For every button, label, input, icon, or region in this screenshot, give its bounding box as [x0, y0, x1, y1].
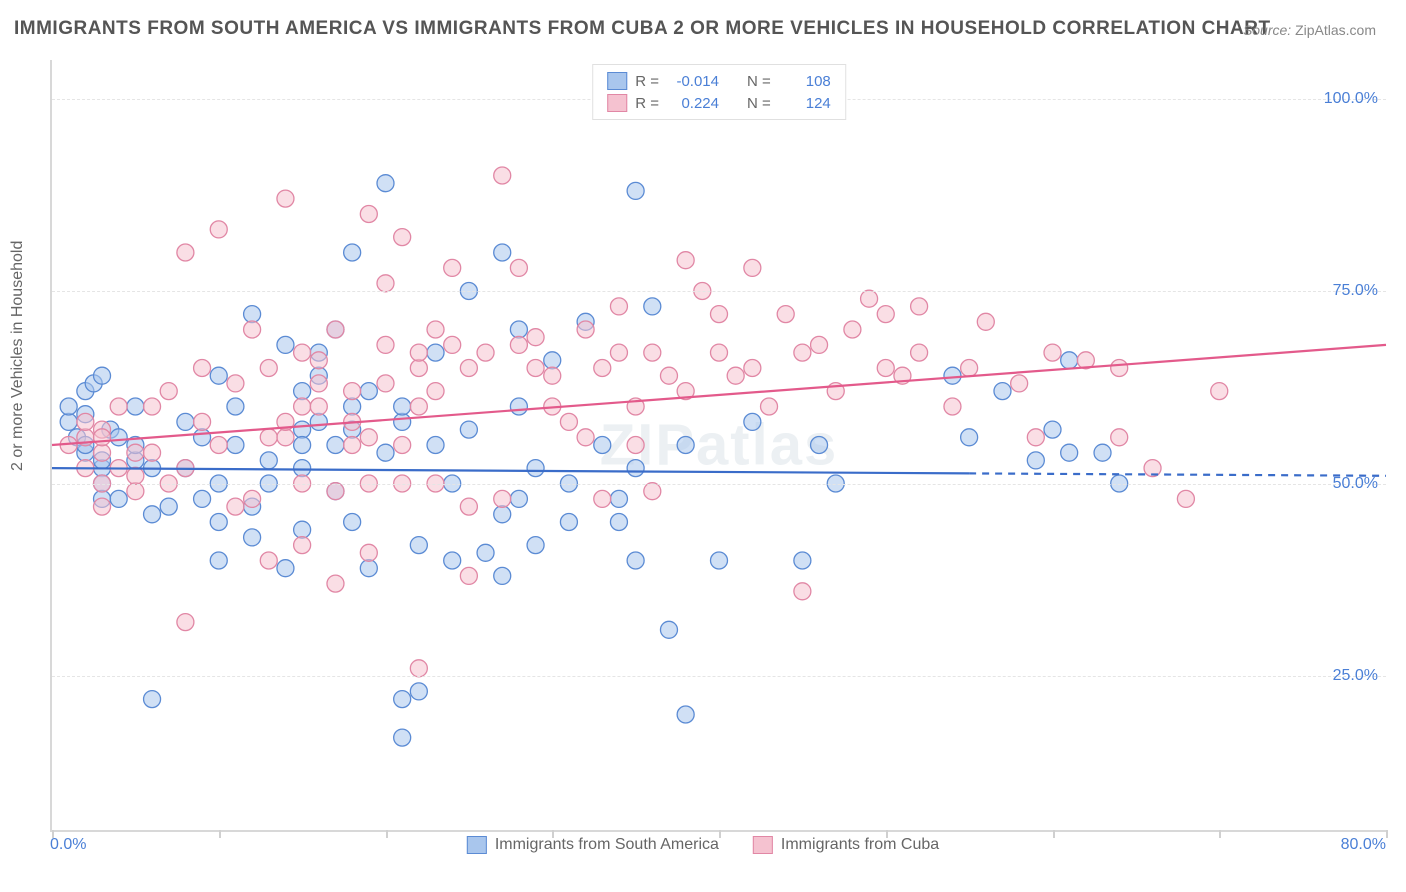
y-tick-label: 50.0% [1333, 475, 1378, 493]
legend-swatch [607, 72, 627, 90]
x-axis-max-label: 80.0% [1341, 836, 1386, 854]
chart-container: 2 or more Vehicles in Household ZIPatlas… [0, 50, 1406, 892]
trend-lines-layer [52, 60, 1386, 830]
trend-line [52, 468, 969, 473]
grid-line [52, 291, 1386, 292]
series-legend: Immigrants from South America Immigrants … [467, 836, 939, 854]
r-value: 0.224 [667, 95, 719, 112]
n-label: N = [747, 73, 771, 90]
correlation-legend: R = -0.014 N = 108 R = 0.224 N = 124 [592, 64, 846, 120]
r-label: R = [635, 73, 659, 90]
trend-line-dashed [969, 473, 1386, 475]
x-tick [1386, 830, 1388, 838]
y-tick-label: 25.0% [1333, 667, 1378, 685]
legend-stat-row: R = 0.224 N = 124 [607, 92, 831, 114]
legend-swatch [607, 94, 627, 112]
trend-line [52, 345, 1386, 445]
x-axis-min-label: 0.0% [50, 836, 86, 854]
source-attribution: Source: ZipAtlas.com [1243, 22, 1376, 38]
legend-series-item: Immigrants from Cuba [753, 836, 939, 854]
legend-series-item: Immigrants from South America [467, 836, 719, 854]
legend-series-name: Immigrants from Cuba [781, 836, 939, 854]
y-axis-label: 2 or more Vehicles in Household [9, 241, 27, 471]
chart-title: IMMIGRANTS FROM SOUTH AMERICA VS IMMIGRA… [14, 18, 1271, 40]
grid-line [52, 676, 1386, 677]
r-label: R = [635, 95, 659, 112]
x-tick [1219, 830, 1221, 838]
x-tick [386, 830, 388, 838]
legend-stat-row: R = -0.014 N = 108 [607, 70, 831, 92]
source-label: Source: [1243, 22, 1291, 38]
legend-series-name: Immigrants from South America [495, 836, 719, 854]
grid-line [52, 484, 1386, 485]
source-value: ZipAtlas.com [1295, 22, 1376, 38]
n-label: N = [747, 95, 771, 112]
r-value: -0.014 [667, 73, 719, 90]
n-value: 108 [779, 73, 831, 90]
y-tick-label: 100.0% [1324, 90, 1378, 108]
x-tick [1053, 830, 1055, 838]
legend-swatch [467, 836, 487, 854]
y-tick-label: 75.0% [1333, 282, 1378, 300]
legend-swatch [753, 836, 773, 854]
plot-area: ZIPatlas R =-0.014N =108R =0.224N =124 2… [50, 60, 1386, 832]
n-value: 124 [779, 95, 831, 112]
x-tick [219, 830, 221, 838]
